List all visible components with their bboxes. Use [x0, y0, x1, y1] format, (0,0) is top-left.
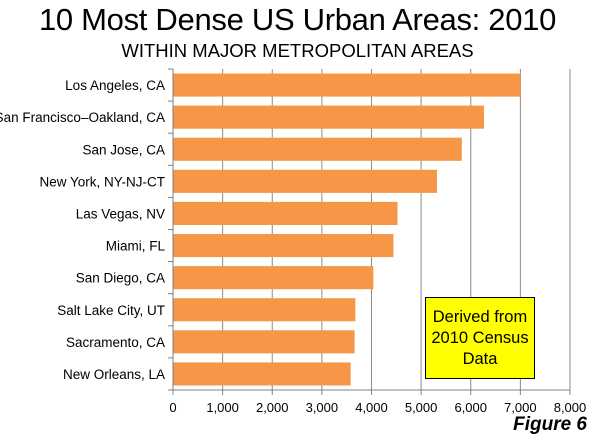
category-label: Sacramento, CA — [66, 335, 165, 350]
source-note-line-1: Derived from — [432, 307, 528, 326]
bar — [173, 266, 374, 290]
chart-title: 10 Most Dense US Urban Areas: 2010 — [38, 2, 557, 37]
bar — [173, 137, 462, 161]
x-tick-label: 5,000 — [405, 400, 438, 415]
x-tick-label: 2,000 — [256, 400, 289, 415]
bar — [173, 169, 437, 193]
category-label: San Jose, CA — [82, 142, 165, 157]
x-tick-label: 3,000 — [306, 400, 339, 415]
category-label: Las Vegas, NV — [76, 206, 165, 221]
x-tick-label: 0 — [169, 400, 176, 415]
x-tick-label: 8,000 — [554, 400, 587, 415]
category-label: San Diego, CA — [76, 271, 165, 286]
bar — [173, 233, 394, 258]
chart-subtitle: WITHIN MAJOR METROPOLITAN AREAS — [121, 40, 474, 61]
x-tick-label: 6,000 — [454, 400, 487, 415]
category-label: Los Angeles, CA — [65, 78, 165, 93]
bar — [173, 105, 484, 129]
figure-label: Figure 6 — [513, 414, 587, 435]
x-tick-label: 7,000 — [504, 400, 537, 415]
bar — [173, 201, 398, 226]
source-note-box: Derived from 2010 Census Data — [425, 297, 535, 379]
bar — [173, 298, 356, 322]
bar — [173, 73, 521, 97]
category-label: San Francisco–Oakland, CA — [0, 110, 165, 125]
source-note-line-3: Data — [462, 349, 498, 368]
category-label: Miami, FL — [106, 239, 166, 254]
category-label: New York, NY-NJ-CT — [39, 174, 165, 189]
x-tick-label: 1,000 — [206, 400, 239, 415]
x-tick-label: 4,000 — [355, 400, 388, 415]
bar — [173, 362, 351, 386]
bar — [173, 330, 355, 354]
category-label: Salt Lake City, UT — [57, 303, 165, 318]
category-label: New Orleans, LA — [63, 367, 165, 382]
source-note-line-2: 2010 Census — [431, 328, 529, 347]
